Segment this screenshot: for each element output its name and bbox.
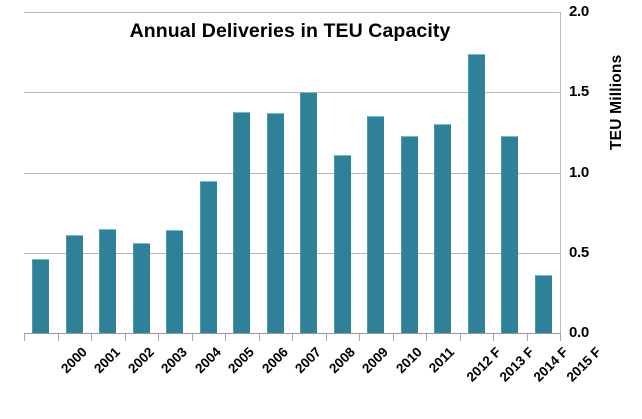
x-axis-tick [191,334,193,341]
x-axis-tick-label: 2013 F [496,344,538,385]
y-axis-title: TEU Millions [608,54,625,150]
x-axis-tick [560,334,561,341]
x-axis-tick [292,334,293,341]
x-axis-tick [24,334,25,341]
x-axis-tick [158,334,159,341]
x-axis-tick-label: 2006 [258,344,291,377]
bar [367,116,385,333]
x-axis-tick [258,334,260,341]
bar [434,124,452,333]
plot-area [24,12,560,334]
gridline [24,172,560,174]
x-axis-tick-label: 2000 [57,344,90,377]
x-axis-tick [526,334,528,341]
y-axis-tick-label: 1.5 [569,83,589,101]
bar [65,235,83,333]
x-axis-tick-label: 2009 [359,344,392,377]
x-axis-tick [225,334,226,341]
y-axis-tick-label: 1.0 [569,163,589,181]
y-axis-tick-label: 0.0 [569,324,589,341]
x-axis-tick [493,334,494,341]
x-axis-tick [124,334,126,341]
x-axis-tick-label: 2002 [124,344,157,377]
x-axis-tick-label: 2012 F [463,344,504,385]
chart-title: Annual Deliveries in TEU Capacity [129,20,451,42]
bar [300,92,318,333]
x-axis-tick [325,334,327,341]
bar [534,275,552,333]
x-axis-tick [91,334,92,341]
x-axis-tick-label: 2014 F [530,344,571,385]
y-axis-tick [554,252,561,254]
x-axis-tick [359,334,360,341]
y-axis-tick-label: 2.0 [569,3,589,20]
x-axis-tick [57,334,59,341]
x-axis-tick-label: 2010 [392,344,425,377]
bar [32,259,50,333]
x-axis-tick [459,334,461,341]
y-axis-tick-label: 0.5 [569,243,589,261]
x-axis-tick-label: 2004 [191,344,224,377]
y-axis-tick [554,92,561,94]
x-axis-line [24,333,561,334]
gridline [24,12,560,13]
bar [199,180,217,333]
gridline [24,92,560,94]
x-axis-tick-label: 2003 [158,344,191,377]
x-axis-tick-label: 2015 F [563,344,605,385]
bar [132,243,150,333]
bar [99,228,117,333]
x-axis-tick-label: 2011 [426,344,458,376]
x-axis-tick-label: 2008 [325,344,358,377]
gridline [24,252,560,254]
x-axis-tick [426,334,427,341]
bar [266,113,284,333]
x-axis-tick [392,334,394,341]
x-axis-tick-label: 2001 [91,344,124,377]
bar [501,135,519,333]
y-axis-tick [554,12,561,13]
bar [333,154,351,333]
bar-series [24,12,560,333]
bar [467,53,485,333]
x-axis-tick-label: 2005 [225,344,258,377]
bar [166,230,184,333]
x-axis-tick-label: 2007 [292,344,325,377]
bar [233,111,251,333]
bar [400,135,418,333]
y-axis-tick [554,172,561,174]
